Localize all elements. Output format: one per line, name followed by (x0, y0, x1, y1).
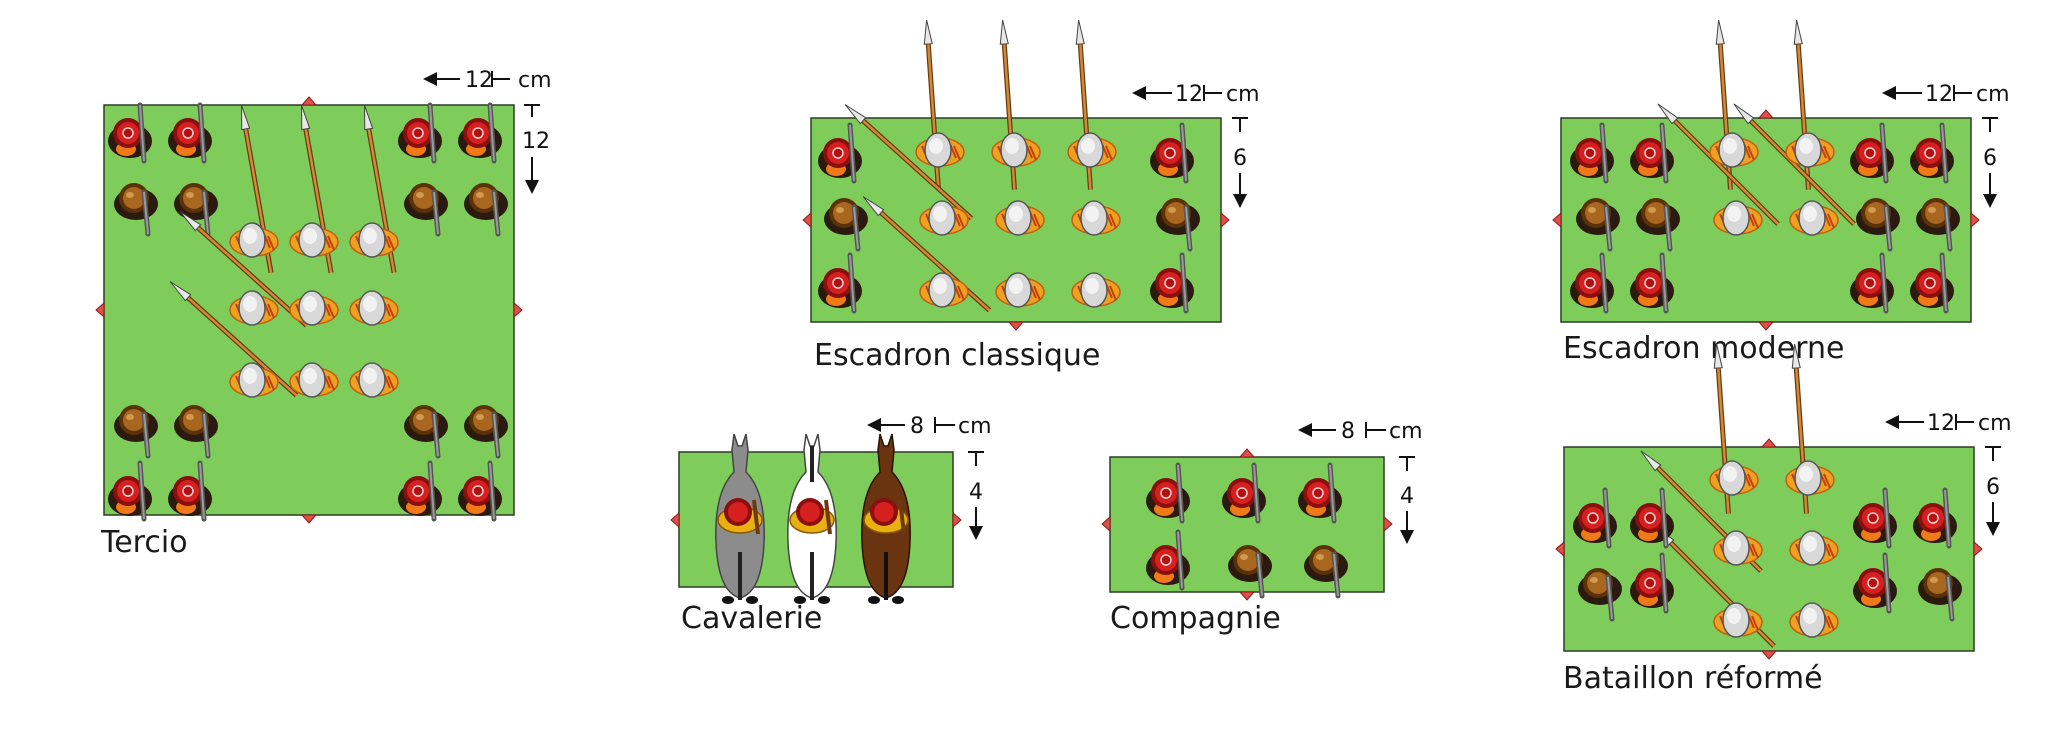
compagnie-width-value: 8 (1341, 419, 1355, 444)
unit-tercio: 12 cm 12 Tercio (95, 68, 552, 560)
unit-escadron-moderne: 12 cm 6 Escadron moderne (1552, 20, 2010, 366)
compagnie-depth-value: 4 (1400, 484, 1414, 509)
unit-bataillon-reforme: 12 cm 6 Bataillon réformé (1555, 344, 2012, 696)
bataillon-reforme-width-unit: cm (1978, 411, 2012, 436)
cavalerie-depth-value: 4 (969, 480, 983, 505)
unit-cavalerie: 8 cm 4 Cavalerie (670, 414, 992, 636)
escadron-moderne-field (1560, 117, 1972, 323)
compagnie-width-unit: cm (1389, 419, 1423, 444)
escadron-moderne-caption: Escadron moderne (1563, 331, 1844, 366)
bataillon-reforme-field (1563, 446, 1975, 652)
escadron-moderne-width-unit: cm (1976, 82, 2010, 107)
unit-compagnie: 8 cm 4 Compagnie (1101, 419, 1423, 636)
escadron-classique-width-unit: cm (1226, 82, 1260, 107)
front-marker (301, 96, 317, 106)
tercio-width-value: 12 (465, 68, 493, 93)
escadron-classique-depth-value: 6 (1233, 146, 1247, 171)
bataillon-reforme-caption: Bataillon réformé (1563, 661, 1823, 696)
tercio-width-unit: cm (518, 68, 552, 93)
cavalerie-width-unit: cm (958, 414, 992, 439)
rear-marker (301, 514, 317, 524)
left-marker (95, 302, 105, 318)
bataillon-reforme-width-value: 12 (1927, 411, 1955, 436)
escadron-moderne-width-value: 12 (1925, 82, 1953, 107)
escadron-classique-width-value: 12 (1175, 82, 1203, 107)
bataillon-reforme-depth-value: 6 (1986, 475, 2000, 500)
unit-escadron-classique: 12 cm 6 Escadron classique (802, 20, 1260, 373)
tercio-depth-value: 12 (522, 129, 550, 154)
cavalerie-width-value: 8 (910, 414, 924, 439)
tercio-caption: Tercio (100, 525, 188, 560)
cavalerie-caption: Cavalerie (681, 601, 822, 636)
escadron-classique-caption: Escadron classique (814, 338, 1100, 373)
compagnie-caption: Compagnie (1110, 601, 1281, 636)
right-marker (513, 302, 523, 318)
escadron-moderne-depth-value: 6 (1983, 146, 1997, 171)
